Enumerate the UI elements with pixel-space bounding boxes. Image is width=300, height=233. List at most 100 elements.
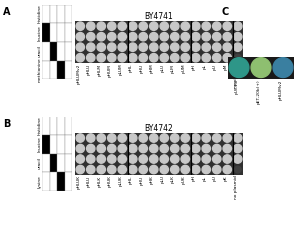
Circle shape — [192, 155, 200, 163]
Circle shape — [234, 144, 242, 153]
Bar — [57, 154, 64, 172]
Circle shape — [139, 22, 148, 30]
Circle shape — [108, 144, 116, 153]
Bar — [42, 154, 50, 172]
Circle shape — [192, 134, 200, 142]
Circle shape — [129, 54, 137, 62]
Circle shape — [181, 22, 190, 30]
Circle shape — [234, 54, 241, 61]
Circle shape — [97, 32, 106, 41]
Circle shape — [192, 165, 200, 174]
Circle shape — [87, 165, 95, 174]
Circle shape — [108, 155, 116, 163]
Circle shape — [202, 43, 211, 51]
Circle shape — [171, 22, 179, 30]
Circle shape — [213, 54, 221, 62]
Bar — [50, 23, 57, 42]
Circle shape — [234, 155, 242, 163]
Circle shape — [139, 134, 148, 142]
Circle shape — [160, 22, 169, 30]
Circle shape — [160, 54, 169, 62]
Bar — [57, 23, 64, 42]
Circle shape — [171, 134, 179, 142]
Circle shape — [251, 58, 271, 77]
Text: A: A — [3, 7, 10, 17]
Bar — [50, 135, 57, 154]
Bar — [57, 135, 64, 154]
Bar — [64, 116, 72, 135]
Circle shape — [223, 155, 232, 163]
Circle shape — [171, 155, 179, 163]
Circle shape — [223, 54, 232, 62]
Circle shape — [97, 144, 106, 153]
Circle shape — [181, 165, 190, 174]
Circle shape — [192, 43, 200, 51]
Circle shape — [202, 32, 211, 41]
Circle shape — [234, 22, 242, 30]
Circle shape — [171, 144, 179, 153]
Circle shape — [129, 155, 137, 163]
Circle shape — [87, 32, 95, 41]
Circle shape — [150, 43, 158, 51]
Circle shape — [192, 54, 200, 62]
Circle shape — [139, 144, 148, 153]
Circle shape — [76, 144, 85, 153]
Circle shape — [76, 32, 85, 41]
Circle shape — [171, 32, 179, 41]
Circle shape — [118, 165, 127, 174]
Circle shape — [181, 43, 190, 51]
Bar — [50, 42, 57, 61]
Circle shape — [181, 134, 190, 142]
Circle shape — [108, 134, 116, 142]
Bar — [64, 42, 72, 61]
Circle shape — [139, 32, 148, 41]
Circle shape — [150, 144, 158, 153]
Circle shape — [139, 54, 148, 62]
Bar — [42, 23, 50, 42]
Circle shape — [87, 155, 95, 163]
Bar — [64, 135, 72, 154]
Circle shape — [76, 43, 85, 51]
Circle shape — [150, 165, 158, 174]
Circle shape — [129, 134, 137, 142]
Circle shape — [181, 54, 190, 62]
Bar — [57, 5, 64, 23]
Circle shape — [234, 166, 241, 173]
Circle shape — [118, 43, 127, 51]
Bar — [64, 154, 72, 172]
Circle shape — [202, 134, 211, 142]
Circle shape — [229, 58, 249, 77]
Circle shape — [171, 43, 179, 51]
Circle shape — [234, 32, 242, 41]
Circle shape — [76, 134, 85, 142]
Circle shape — [150, 155, 158, 163]
Circle shape — [234, 134, 242, 142]
Circle shape — [139, 165, 148, 174]
Circle shape — [213, 144, 221, 153]
Circle shape — [129, 22, 137, 30]
Circle shape — [160, 144, 169, 153]
Circle shape — [97, 134, 106, 142]
Bar — [64, 61, 72, 79]
Circle shape — [129, 165, 137, 174]
Circle shape — [223, 43, 232, 51]
Circle shape — [150, 54, 158, 62]
Bar — [42, 135, 50, 154]
Bar — [64, 172, 72, 191]
Circle shape — [97, 165, 106, 174]
Circle shape — [213, 43, 221, 51]
Circle shape — [181, 155, 190, 163]
Bar — [50, 61, 57, 79]
Circle shape — [129, 144, 137, 153]
Circle shape — [160, 165, 169, 174]
Circle shape — [192, 22, 200, 30]
Circle shape — [118, 22, 127, 30]
Circle shape — [87, 144, 95, 153]
Circle shape — [150, 22, 158, 30]
Circle shape — [139, 43, 148, 51]
Bar — [42, 172, 50, 191]
Text: C: C — [222, 7, 229, 17]
Circle shape — [202, 155, 211, 163]
Circle shape — [202, 144, 211, 153]
Circle shape — [118, 54, 127, 62]
